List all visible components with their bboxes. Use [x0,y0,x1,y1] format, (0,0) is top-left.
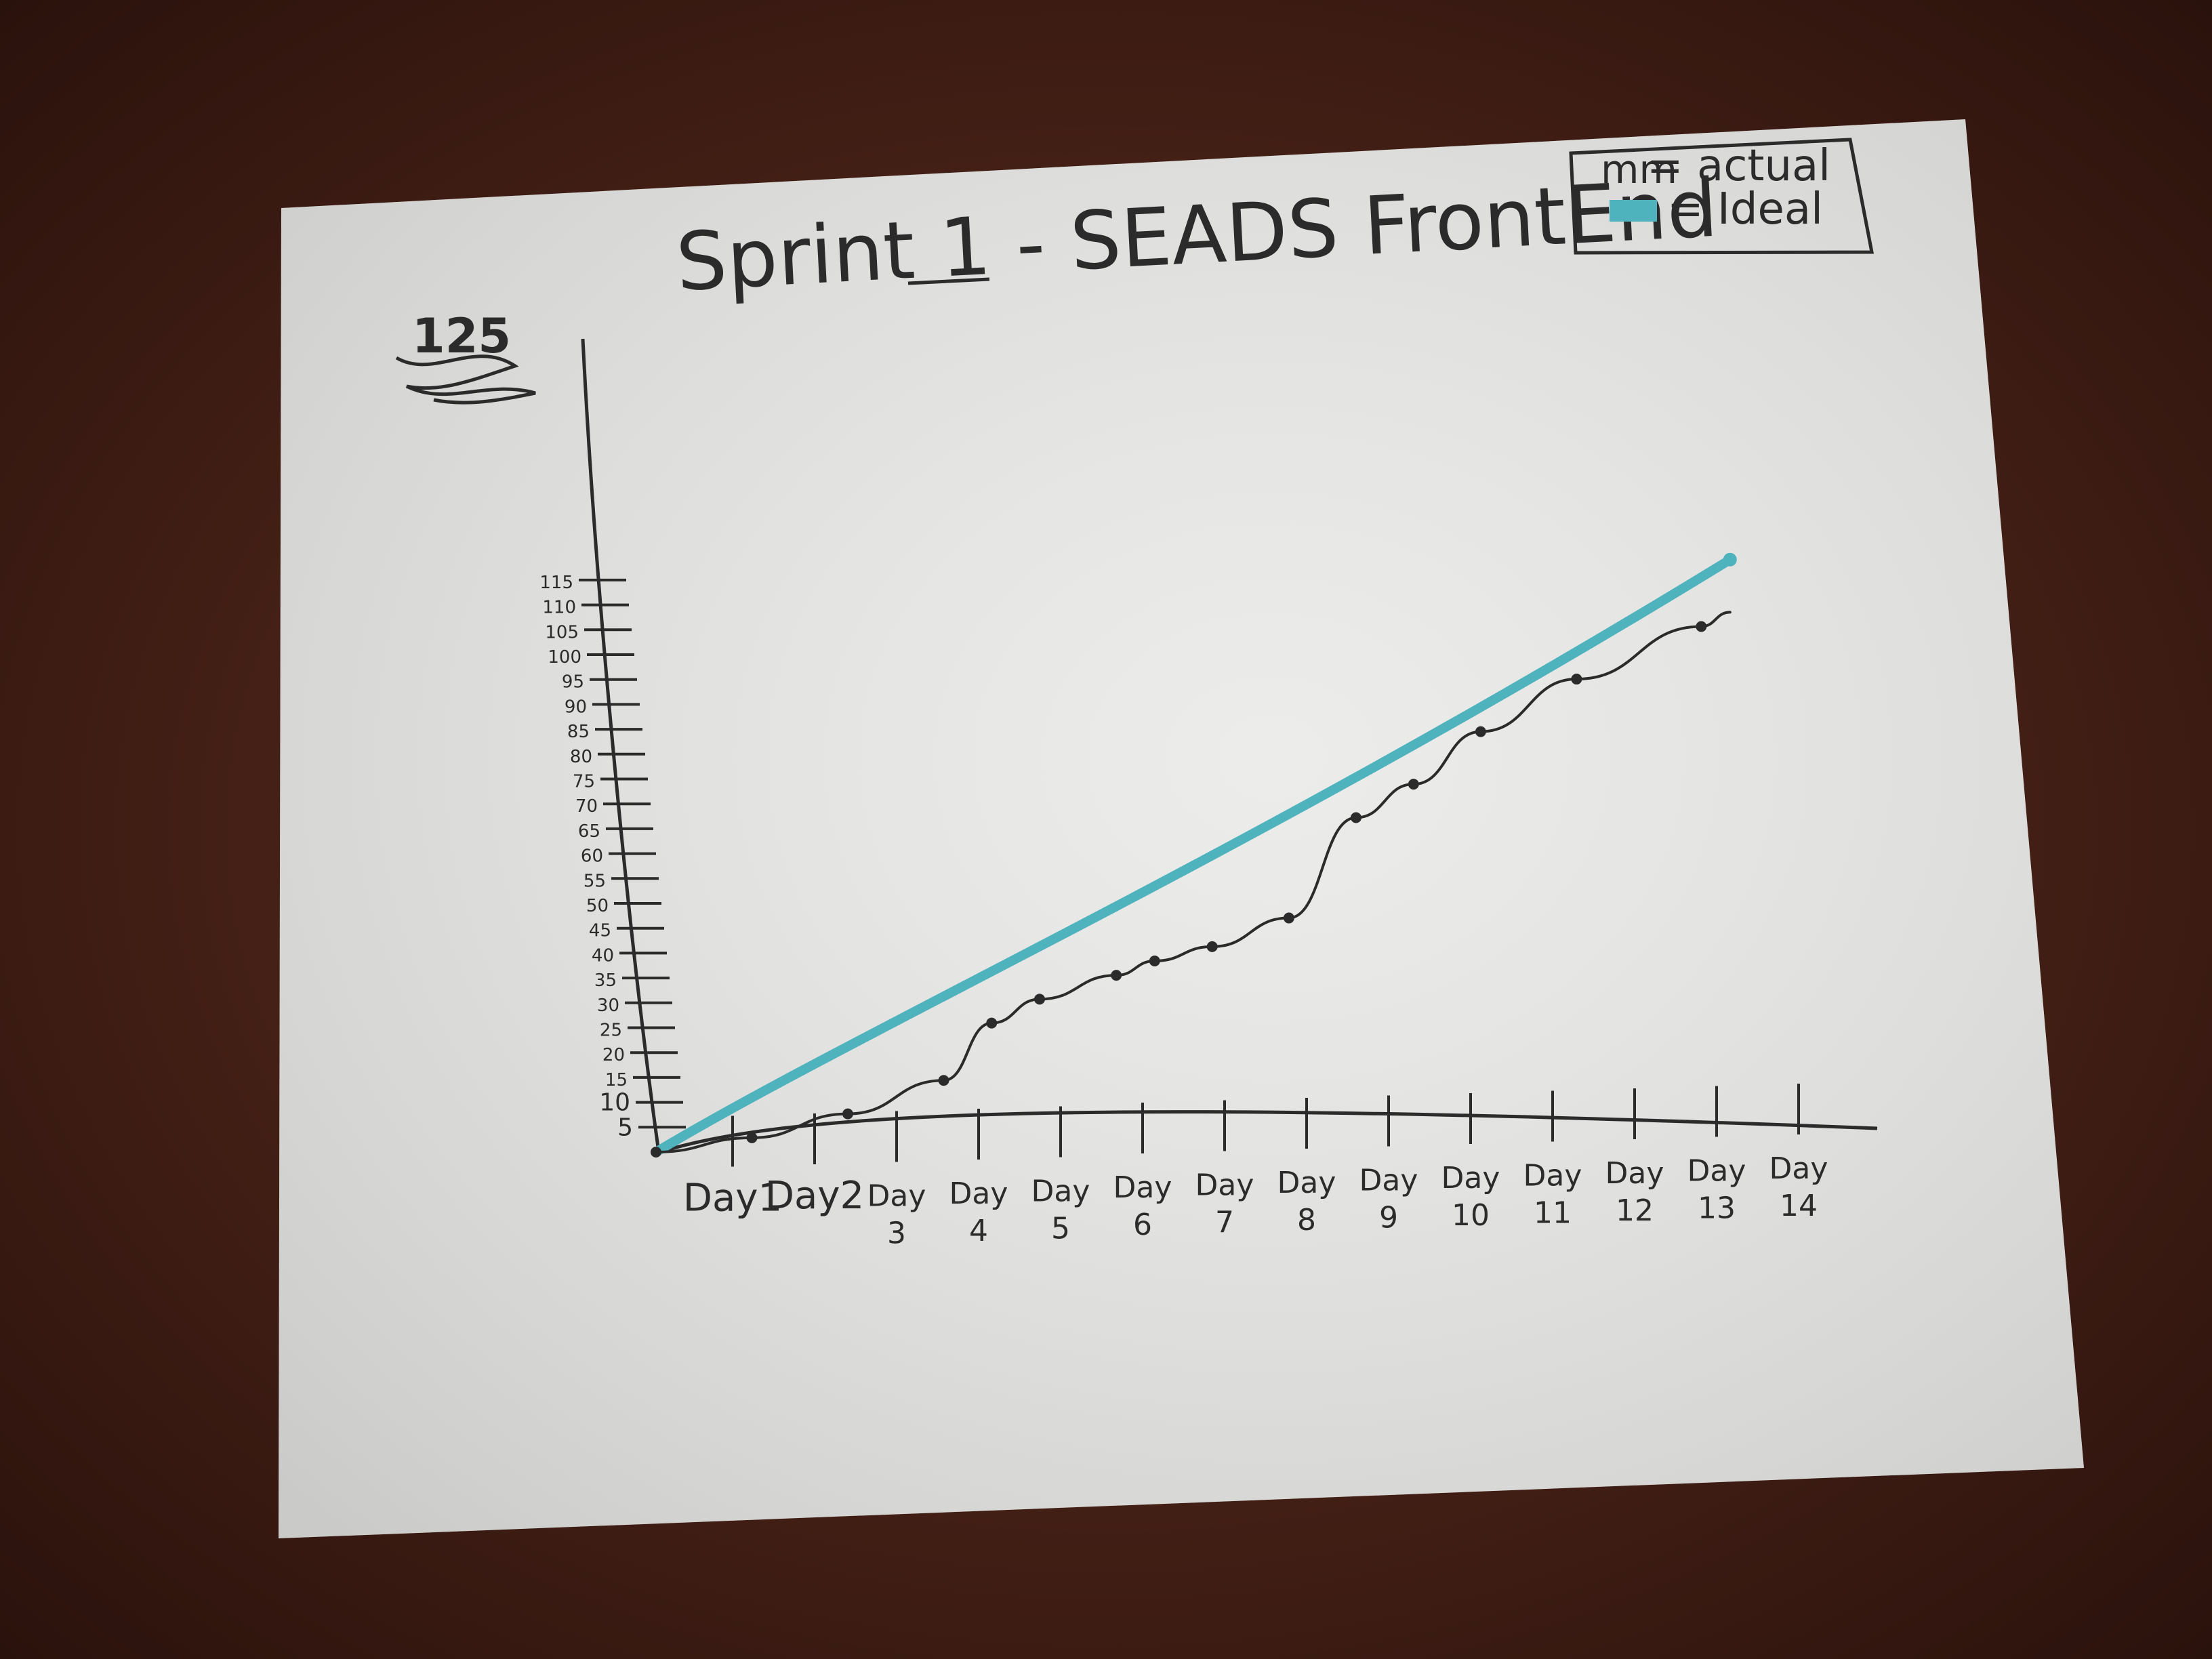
legend: mm = actual = Ideal [1569,138,1875,255]
legend-ideal-swatch [1610,200,1657,222]
x-tick-label: Day1 [683,1176,782,1221]
actual-data-point [1696,621,1707,632]
title-underline [907,277,990,285]
y-tick-label: 100 [548,647,581,668]
series-ideal-line [651,554,1735,1157]
actual-data-point [651,1147,661,1158]
x-tick-label-number: 7 [1215,1206,1234,1240]
y-tick-label: 90 [565,697,587,717]
scribble-icon [395,354,536,405]
x-tick-label: Day [1605,1156,1664,1191]
x-tick-label: Day [1031,1174,1090,1209]
x-tick-label-number: 8 [1297,1203,1316,1237]
y-tick-label: 5 [617,1113,633,1141]
actual-data-point [938,1075,949,1086]
y-tick-label: 50 [586,896,609,916]
x-tick-label-number: 12 [1616,1193,1654,1228]
y-tick-label: 15 [605,1070,628,1090]
x-tick-label: Day [1113,1170,1172,1205]
y-tick-label: 65 [578,821,600,842]
legend-actual-swatch: mm [1601,146,1677,192]
legend-ideal-label: = Ideal [1667,184,1823,234]
y-tick-label: 95 [562,672,584,693]
x-tick-label: Day2 [765,1174,864,1218]
y-tick-label: 30 [597,996,619,1016]
actual-data-point [1571,674,1582,685]
x-tick-label: Day [949,1176,1008,1211]
legend-box [1569,138,1875,255]
legend-actual-label: = actual [1647,141,1830,191]
x-tick-label: Day [1195,1168,1254,1203]
y-tick-label: 45 [589,921,611,941]
paper-shade [279,119,2084,1538]
actual-data-point [746,1132,758,1143]
y-tick-label: 40 [592,945,614,966]
actual-data-point [1111,970,1122,981]
y-tick-label: 20 [602,1045,625,1065]
x-tick-label-number: 4 [969,1214,988,1248]
x-tick-label: Day [1277,1166,1336,1200]
x-tick-label: Day [1769,1151,1828,1186]
x-tick-label-number: 11 [1534,1196,1572,1231]
actual-data-point [842,1108,853,1120]
actual-data-point [1206,941,1218,952]
x-tick-label-number: 9 [1379,1201,1398,1235]
x-tick-label-number: 6 [1133,1208,1152,1242]
y-tick-label: 105 [545,622,579,642]
x-tick-label: Day [1441,1161,1500,1195]
y-tick-label: 75 [573,772,595,792]
x-tick-label-number: 13 [1698,1191,1736,1226]
x-tick-label: Day [1523,1159,1582,1193]
y-top-annotation: 125 [395,308,536,405]
y-tick-label: 10 [599,1089,630,1117]
x-axis [653,1110,1878,1156]
series-actual-points [651,621,1707,1158]
actual-data-point [1149,956,1160,966]
actual-data-point [1408,779,1419,790]
y-tick-label: 115 [539,573,573,593]
series-actual-line [655,611,1732,1153]
actual-data-point [986,1017,998,1029]
y-tick-label: 70 [575,796,598,817]
actual-data-point [1350,812,1361,823]
y-top-label: 125 [412,308,511,364]
actual-data-point [1283,912,1294,924]
y-tick-label: 80 [570,747,592,767]
y-tick-label: 85 [567,722,590,742]
y-tick-label: 60 [581,846,603,867]
actual-data-point [1034,994,1045,1005]
x-tick-label: Day [867,1179,926,1214]
y-tick-label: 55 [583,871,606,891]
x-tick-label-number: 14 [1780,1189,1818,1223]
actual-data-point [1475,726,1486,737]
x-tick-label-number: 5 [1051,1212,1070,1246]
y-tick-label: 110 [542,598,576,618]
y-tick-label: 35 [594,970,617,991]
x-tick-label-number: 3 [887,1216,906,1251]
x-tick-label-number: 10 [1452,1198,1490,1233]
series-ideal-end-point [1723,552,1737,567]
x-tick-label: Day [1359,1164,1418,1198]
y-tick-label: 25 [600,1021,622,1041]
x-tick-label: Day [1687,1154,1746,1189]
